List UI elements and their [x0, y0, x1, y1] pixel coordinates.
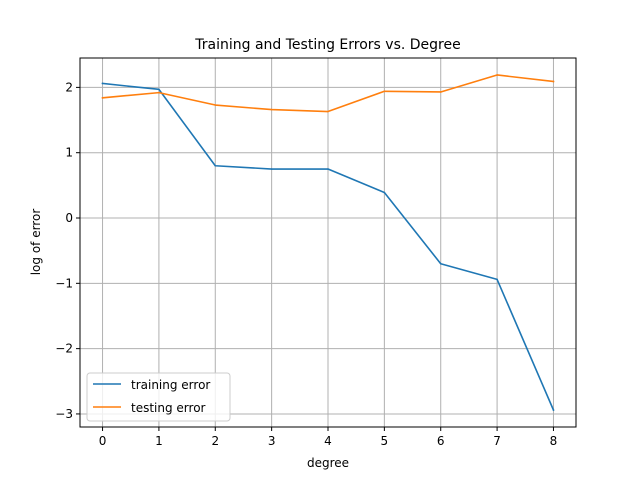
- data-point-testing-error: [270, 108, 273, 111]
- data-point-training-error: [383, 191, 386, 194]
- x-tick-label: 8: [550, 434, 558, 448]
- data-point-testing-error: [214, 104, 217, 106]
- x-tick-label: 7: [493, 434, 501, 448]
- data-point-testing-error: [552, 80, 555, 83]
- data-point-training-error: [158, 88, 160, 91]
- series-lines: [101, 74, 555, 412]
- y-tick-label: 1: [65, 146, 73, 160]
- data-point-training-error: [439, 262, 442, 265]
- x-tick-label: 4: [324, 434, 332, 448]
- legend: training error testing error: [86, 372, 231, 422]
- y-tick-label: −1: [55, 276, 73, 290]
- data-point-testing-error: [439, 91, 442, 93]
- x-axis-ticks: 0 1 2 3 4 5 6 7 8: [99, 427, 558, 448]
- data-point-training-error: [496, 278, 498, 281]
- data-point-training-error: [101, 82, 104, 85]
- x-tick-label: 6: [437, 434, 445, 448]
- y-tick-label: −2: [55, 342, 73, 356]
- chart-title: Training and Testing Errors vs. Degree: [194, 37, 460, 53]
- data-point-training-error: [552, 409, 555, 411]
- legend-box: [86, 372, 231, 422]
- data-point-testing-error: [101, 97, 104, 99]
- data-point-testing-error: [327, 110, 329, 113]
- x-tick-label: 0: [99, 434, 107, 448]
- y-tick-label: −3: [55, 407, 73, 421]
- y-axis-ticks: −3 −2 −1 0 1 2: [55, 80, 80, 421]
- data-point-testing-error: [158, 91, 160, 94]
- y-tick-label: 0: [65, 211, 73, 225]
- legend-label-testing-error: testing error: [131, 401, 206, 415]
- x-tick-label: 3: [268, 434, 276, 448]
- data-point-training-error: [270, 168, 273, 170]
- y-axis-label: log of error: [29, 209, 43, 276]
- x-tick-label: 1: [155, 434, 163, 448]
- y-tick-label: 2: [65, 80, 73, 94]
- y-gridlines: [80, 86, 576, 415]
- x-axis-label: degree: [307, 456, 349, 470]
- x-gridlines: [102, 58, 554, 427]
- data-point-training-error: [214, 164, 217, 167]
- data-point-testing-error: [383, 90, 386, 93]
- x-tick-label: 5: [381, 434, 389, 448]
- x-tick-label: 2: [211, 434, 219, 448]
- data-point-training-error: [327, 168, 329, 170]
- data-point-testing-error: [496, 74, 498, 76]
- legend-label-training-error: training error: [131, 378, 210, 392]
